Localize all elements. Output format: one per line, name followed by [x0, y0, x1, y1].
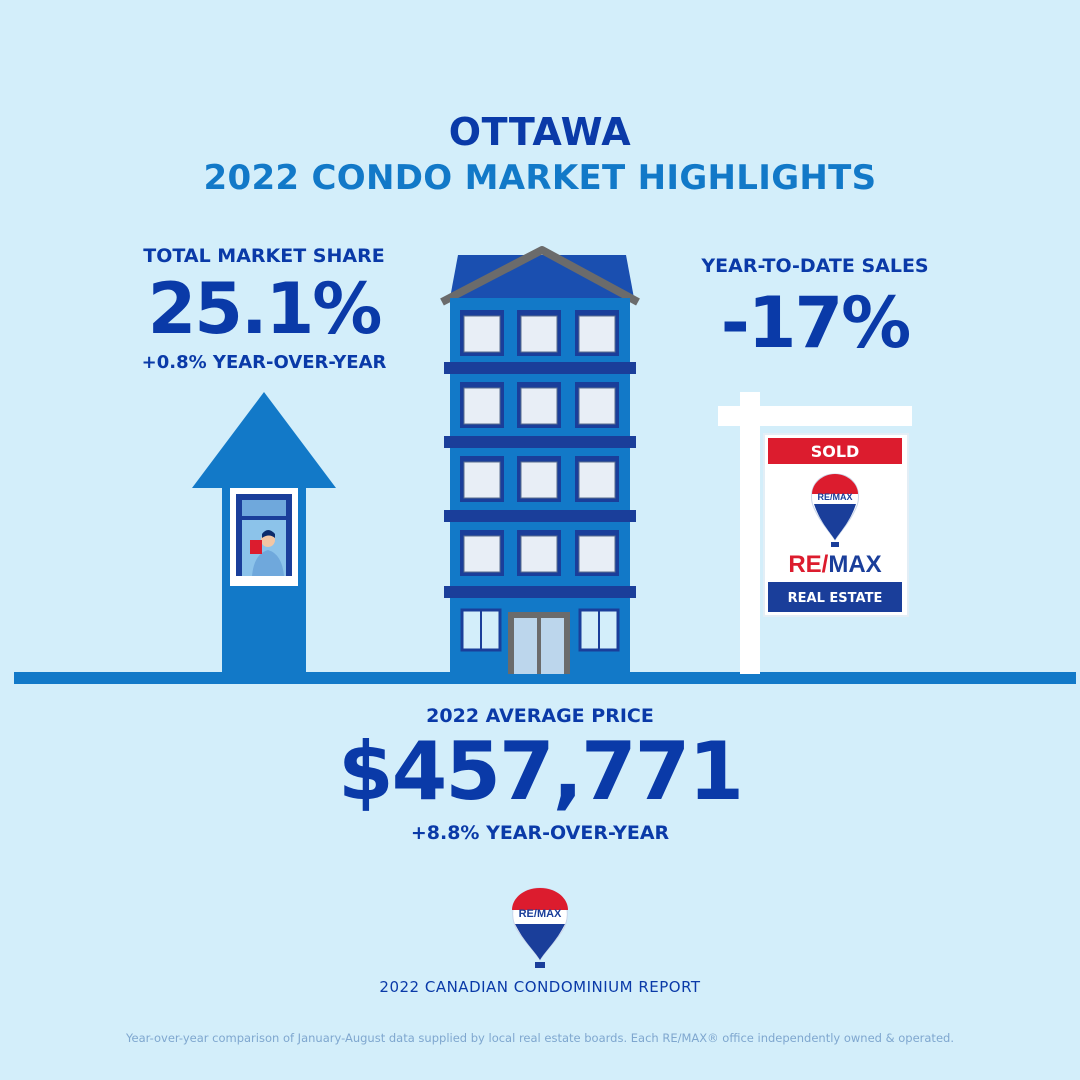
avg-price-change: +8.8% YEAR-OVER-YEAR — [410, 822, 670, 844]
ytd-sales-label: YEAR-TO-DATE SALES — [701, 255, 929, 277]
market-share-label: TOTAL MARKET SHARE — [143, 245, 385, 267]
city-title: OTTAWA — [448, 110, 632, 154]
ground-line — [14, 672, 1076, 684]
svg-text:RE/MAX: RE/MAX — [817, 492, 852, 502]
sold-label: SOLD — [811, 442, 860, 461]
remax-wordmark: RE/MAX — [788, 551, 881, 578]
avg-price-value: $457,771 — [337, 725, 744, 818]
condo-building-icon — [440, 246, 640, 674]
remax-balloon-icon: RE/MAX — [512, 887, 568, 968]
up-arrow-icon — [192, 392, 336, 674]
real-estate-label: REAL ESTATE — [788, 591, 883, 606]
remax-balloon-icon: RE/MAX — [811, 473, 859, 547]
ytd-sales-value: -17% — [720, 282, 912, 364]
market-share-value: 25.1% — [147, 268, 383, 350]
svg-text:RE/MAX: RE/MAX — [519, 908, 562, 920]
avg-price-label: 2022 AVERAGE PRICE — [426, 705, 654, 727]
disclaimer: Year-over-year comparison of January-Aug… — [126, 1031, 954, 1045]
report-name: 2022 CANADIAN CONDOMINIUM REPORT — [379, 978, 701, 996]
page-title: 2022 CONDO MARKET HIGHLIGHTS — [203, 158, 877, 198]
sold-sign-icon: SOLD RE/MAX RE/MAX REAL ESTATE — [718, 392, 912, 674]
market-share-change: +0.8% YEAR-OVER-YEAR — [141, 352, 387, 373]
